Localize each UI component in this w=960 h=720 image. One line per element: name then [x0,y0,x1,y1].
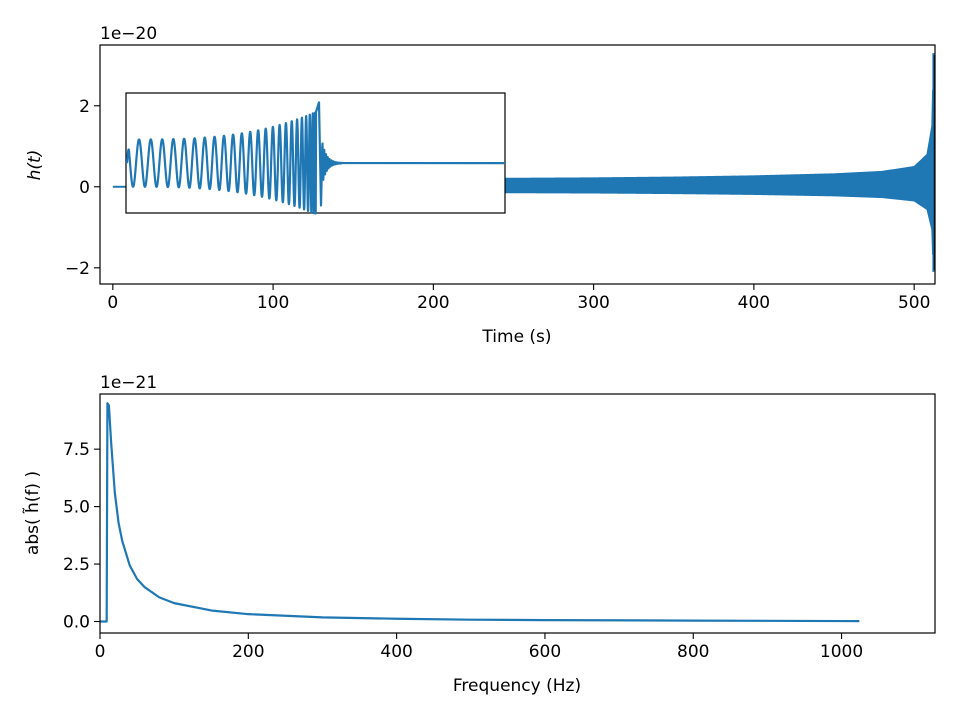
time-y-label: h(t) [25,150,45,181]
frequency-x-ticks: 0 200 400 600 800 1000 [95,633,863,662]
frequency-domain-plot: 0 200 400 600 800 1000 0.0 2.5 5.0 7.5 1e−21 Fre… [22,373,936,696]
inset-chirp-line [125,101,506,215]
frequency-y-tick-label: 5.0 [63,498,90,518]
frequency-offset-text: 1e−21 [100,373,157,393]
time-y-tick-label: 0 [79,178,90,198]
time-x-tick-label: 400 [738,293,770,313]
time-plot-frame [99,44,936,285]
time-x-tick-label: 200 [417,293,449,313]
time-y-ticks: −2 0 2 [65,97,100,279]
time-offset-text: 1e−20 [100,24,157,44]
frequency-y-tick-label: 2.5 [63,555,90,575]
time-y-tick-label: −2 [65,259,90,279]
frequency-x-tick-label: 600 [529,642,561,662]
frequency-x-label: Frequency (Hz) [453,676,581,696]
time-x-label: Time (s) [481,327,551,347]
spectrum-line [100,402,860,623]
frequency-x-tick-label: 800 [677,642,709,662]
frequency-y-tick-label: 7.5 [63,440,90,460]
time-y-tick-label: 2 [79,97,90,117]
frequency-x-tick-label: 200 [232,642,264,662]
frequency-x-tick-label: 0 [95,642,106,662]
time-x-ticks: 0 100 200 300 400 500 [107,284,930,313]
amplitude-spectrum-series [100,402,860,623]
frequency-y-label: abs( h̃(f) ) [22,471,43,555]
time-x-tick-label: 100 [257,293,289,313]
frequency-x-tick-label: 1000 [820,642,863,662]
time-x-tick-label: 500 [898,293,930,313]
time-x-tick-label: 300 [577,293,609,313]
frequency-x-tick-label: 400 [380,642,412,662]
time-x-tick-label: 0 [107,293,118,313]
time-domain-plot: 0 100 200 300 400 500 −2 0 2 1e−20 Time (s) h(t… [25,24,936,347]
frequency-y-tick-label: 0.0 [63,613,90,633]
zoom-inset [125,92,506,215]
frequency-plot-frame [99,393,936,634]
frequency-y-ticks: 0.0 2.5 5.0 7.5 [63,440,100,633]
